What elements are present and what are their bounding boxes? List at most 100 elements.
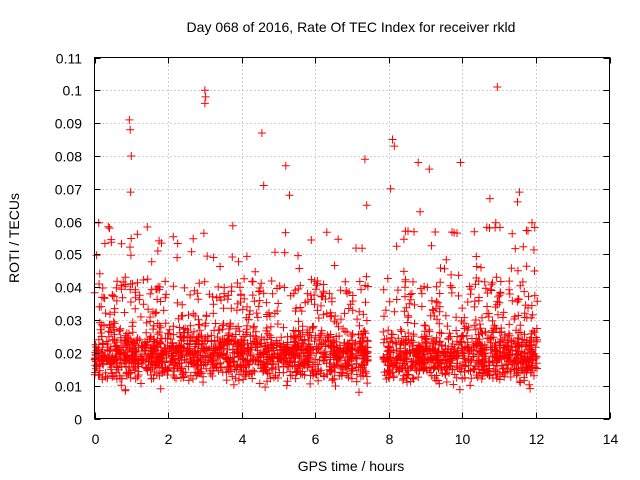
data-point [97,355,106,364]
data-point [236,351,245,359]
data-point [202,344,211,353]
data-point [387,330,396,339]
data-point [502,360,511,368]
data-point [460,324,469,333]
y-tick-label: 0 [74,412,82,428]
data-point [466,357,475,366]
data-point [257,279,266,288]
data-point [257,339,266,348]
data-point [326,355,335,364]
data-point [513,333,522,342]
data-point [250,337,259,346]
data-point [395,344,404,353]
data-point [473,373,482,382]
data-point [532,324,541,333]
data-point [410,227,418,236]
data-point [421,321,430,330]
data-point [224,331,233,340]
data-point [409,356,418,365]
data-point [246,332,255,341]
data-point [169,232,178,241]
data-point [117,285,126,294]
data-point [115,358,124,367]
data-point [480,277,489,286]
y-tick-label: 0.03 [55,313,82,329]
data-point [151,361,160,370]
data-point [435,328,444,337]
data-point [156,323,165,332]
data-point [516,281,525,290]
x-tick-label: 8 [386,431,394,447]
data-point [495,338,504,347]
data-point [237,368,245,376]
data-point [275,353,284,362]
data-point [263,312,271,321]
data-point [508,346,517,354]
data-point [133,372,142,381]
data-point [128,328,137,337]
data-point [179,368,188,377]
data-point [352,377,361,386]
data-point [268,344,277,353]
data-point [392,358,401,367]
data-point [178,300,187,309]
data-point [204,356,213,365]
data-point [437,329,446,338]
data-point [471,316,480,324]
data-point [359,327,368,336]
data-point [248,291,257,300]
data-point [201,321,210,330]
x-tick-label: 6 [312,431,320,447]
data-point [104,222,113,231]
data-point [401,283,409,292]
data-point [193,336,202,345]
data-point [319,280,328,289]
data-point [442,378,451,386]
data-point [472,262,481,271]
data-point [118,293,127,302]
data-point [311,331,320,340]
data-point [151,309,160,318]
data-point [337,315,345,324]
data-point [452,326,461,335]
data-point [334,322,343,331]
data-point [407,361,416,370]
data-point [428,305,437,314]
data-point [507,365,516,374]
data-point [132,336,141,345]
data-point [475,320,484,329]
data-point [416,284,425,293]
data-point [388,135,397,144]
data-point [150,368,159,376]
data-point [262,298,271,307]
data-point [506,367,515,376]
data-point [106,310,114,319]
data-point [198,351,207,360]
data-point [145,335,154,344]
data-point [397,327,406,336]
data-point [133,230,142,239]
data-point [382,350,391,359]
data-point [190,327,198,336]
data-point [423,283,432,292]
data-point [253,352,262,361]
data-point [332,332,341,341]
data-point [159,306,168,315]
data-point [185,340,194,349]
data-point [327,362,336,371]
x-tick-label: 14 [603,431,619,447]
data-point [348,306,357,315]
data-point [518,338,526,347]
data-point [121,339,130,347]
data-point [95,302,104,311]
data-point [406,377,415,386]
data-point [464,356,473,365]
data-point [520,287,529,296]
data-point [111,342,120,351]
data-point [342,371,351,380]
data-point [441,369,450,378]
data-point [113,277,122,286]
data-point [220,344,228,353]
data-point [346,354,355,362]
data-point [526,384,535,393]
